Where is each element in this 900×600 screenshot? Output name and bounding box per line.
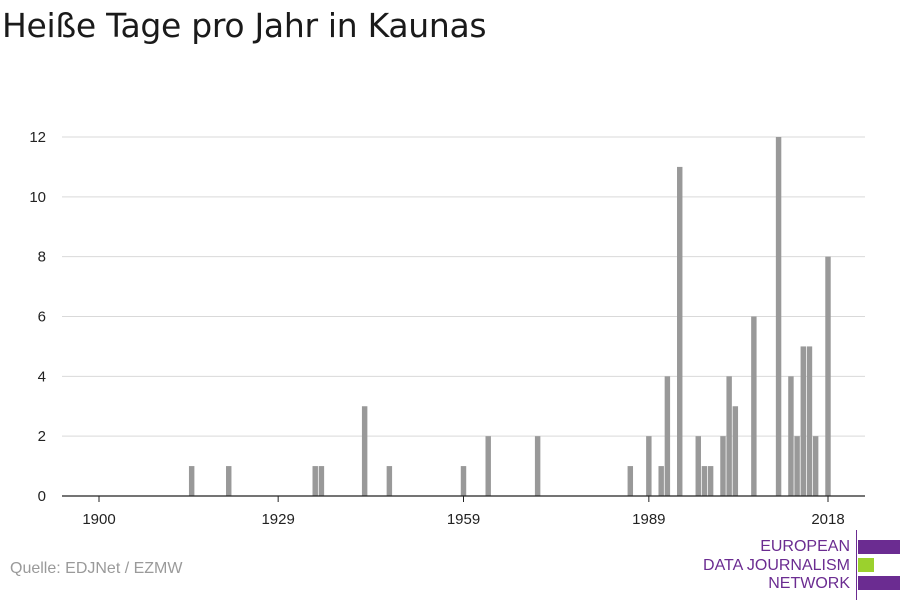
source-note: Quelle: EDJNet / EZMW <box>10 560 183 577</box>
bar <box>695 436 701 496</box>
bar <box>312 466 318 496</box>
logo-bar-top <box>858 540 900 554</box>
bar <box>361 406 368 496</box>
x-tick-label: 1989 <box>632 511 665 528</box>
bar <box>806 346 813 496</box>
bar <box>812 436 819 496</box>
grid-lines <box>62 136 865 437</box>
bar <box>386 466 393 496</box>
bar <box>726 376 732 496</box>
bar <box>775 137 782 496</box>
bar <box>794 436 800 496</box>
y-tick-label: 8 <box>38 249 46 266</box>
bar <box>460 466 467 496</box>
bar <box>658 466 664 496</box>
y-tick-label: 6 <box>38 309 46 326</box>
chart-title: Heiße Tage pro Jahr in Kaunas <box>2 6 487 45</box>
bar <box>800 346 807 496</box>
bar <box>677 166 683 496</box>
y-tick-label: 12 <box>29 129 46 146</box>
bar <box>534 436 541 496</box>
bars <box>188 137 831 496</box>
bar <box>751 316 757 496</box>
x-tick-label: 1929 <box>261 511 294 528</box>
logo-bar-middle <box>858 558 874 572</box>
y-tick-label: 2 <box>38 428 46 445</box>
bar <box>646 436 652 496</box>
logo-text-data-journalism: DATA JOURNALISM <box>703 557 850 574</box>
bar <box>318 466 325 496</box>
bar-chart: 0 2 4 6 8 10 12 1900 1929 1959 1989 2018 <box>29 129 865 528</box>
bar <box>825 256 831 496</box>
x-axis-labels: 1900 1929 1959 1989 2018 <box>82 496 845 528</box>
x-tick-label: 1900 <box>82 511 115 528</box>
bar <box>664 376 671 496</box>
bar <box>707 466 714 496</box>
bar <box>226 466 232 496</box>
y-tick-label: 0 <box>38 488 46 505</box>
bar <box>627 466 634 496</box>
bar <box>701 466 708 496</box>
logo-divider <box>856 530 857 600</box>
bar <box>720 436 726 496</box>
x-tick-label: 1959 <box>447 511 480 528</box>
y-axis-labels: 0 2 4 6 8 10 12 <box>29 129 46 505</box>
bar <box>732 406 739 496</box>
bar <box>188 466 195 496</box>
edjnet-logo: EUROPEAN DATA JOURNALISM NETWORK <box>690 530 900 600</box>
y-tick-label: 10 <box>29 189 46 206</box>
x-tick-label: 2018 <box>811 511 844 528</box>
bar <box>788 376 794 496</box>
bar <box>485 436 491 496</box>
y-tick-label: 4 <box>38 368 46 385</box>
logo-text-network: NETWORK <box>768 575 850 592</box>
logo-bar-bottom <box>858 576 900 590</box>
logo-text-european: EUROPEAN <box>760 538 850 555</box>
